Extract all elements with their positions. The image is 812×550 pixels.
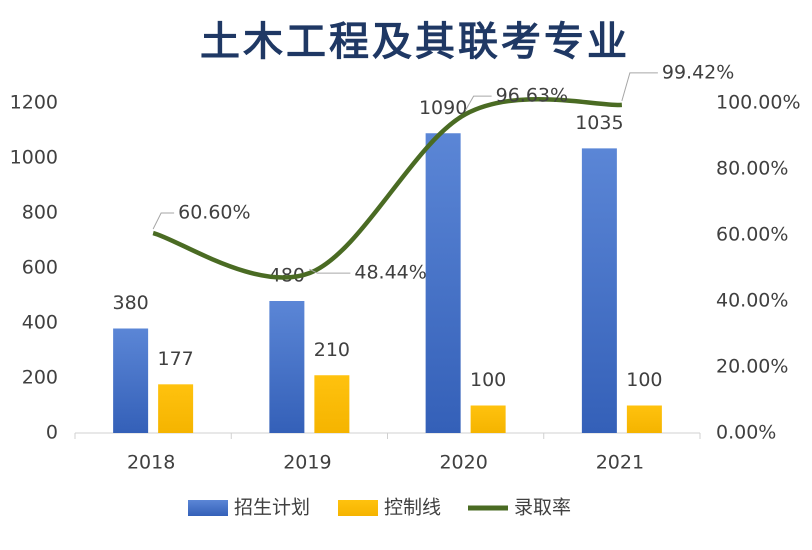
x-tick-label: 2021	[596, 452, 644, 474]
x-tick-label: 2018	[127, 452, 175, 474]
x-tick-label: 2020	[439, 452, 487, 474]
leader-line	[621, 72, 658, 102]
leader-line	[309, 268, 351, 274]
data-label: 96.63%	[496, 85, 568, 107]
y2-tick-label: 0.00%	[716, 422, 776, 444]
bar	[425, 133, 461, 433]
legend-label: 控制线	[384, 497, 441, 519]
y-tick-label: 400	[22, 312, 58, 334]
data-label: 99.42%	[662, 61, 734, 83]
y2-tick-label: 100.00%	[716, 92, 801, 114]
data-label: 60.60%	[178, 202, 250, 224]
bar	[269, 301, 305, 433]
y2-tick-label: 60.00%	[716, 224, 788, 246]
data-label: 1090	[419, 97, 467, 119]
data-label: 100	[626, 369, 662, 391]
y-tick-label: 0	[46, 422, 58, 444]
data-label: 48.44%	[354, 262, 426, 284]
legend-swatch	[338, 500, 378, 516]
bar	[314, 375, 350, 433]
data-label: 1035	[575, 112, 623, 134]
y2-tick-label: 20.00%	[716, 356, 788, 378]
legend-swatch	[188, 500, 228, 516]
y-tick-label: 200	[22, 367, 58, 389]
line	[152, 97, 623, 280]
bar	[626, 405, 662, 433]
y2-tick-label: 80.00%	[716, 158, 788, 180]
legend-label: 录取率	[514, 497, 571, 519]
data-label: 210	[314, 339, 350, 361]
chart-title: 土木工程及其联考专业	[200, 19, 630, 64]
leader-line	[152, 212, 175, 230]
legend-label: 招生计划	[234, 497, 310, 519]
data-label: 380	[112, 292, 148, 314]
leader-line	[465, 95, 492, 111]
data-label: 177	[157, 348, 193, 370]
data-label: 100	[470, 369, 506, 391]
bar	[158, 384, 194, 433]
y2-tick-label: 40.00%	[716, 290, 788, 312]
y-tick-label: 800	[22, 202, 58, 224]
y-tick-label: 1000	[10, 147, 58, 169]
bar	[470, 405, 506, 433]
x-tick-label: 2019	[283, 452, 331, 474]
y-tick-label: 1200	[10, 92, 58, 114]
bar	[113, 328, 149, 433]
y-tick-label: 600	[22, 257, 58, 279]
bar	[581, 148, 617, 433]
